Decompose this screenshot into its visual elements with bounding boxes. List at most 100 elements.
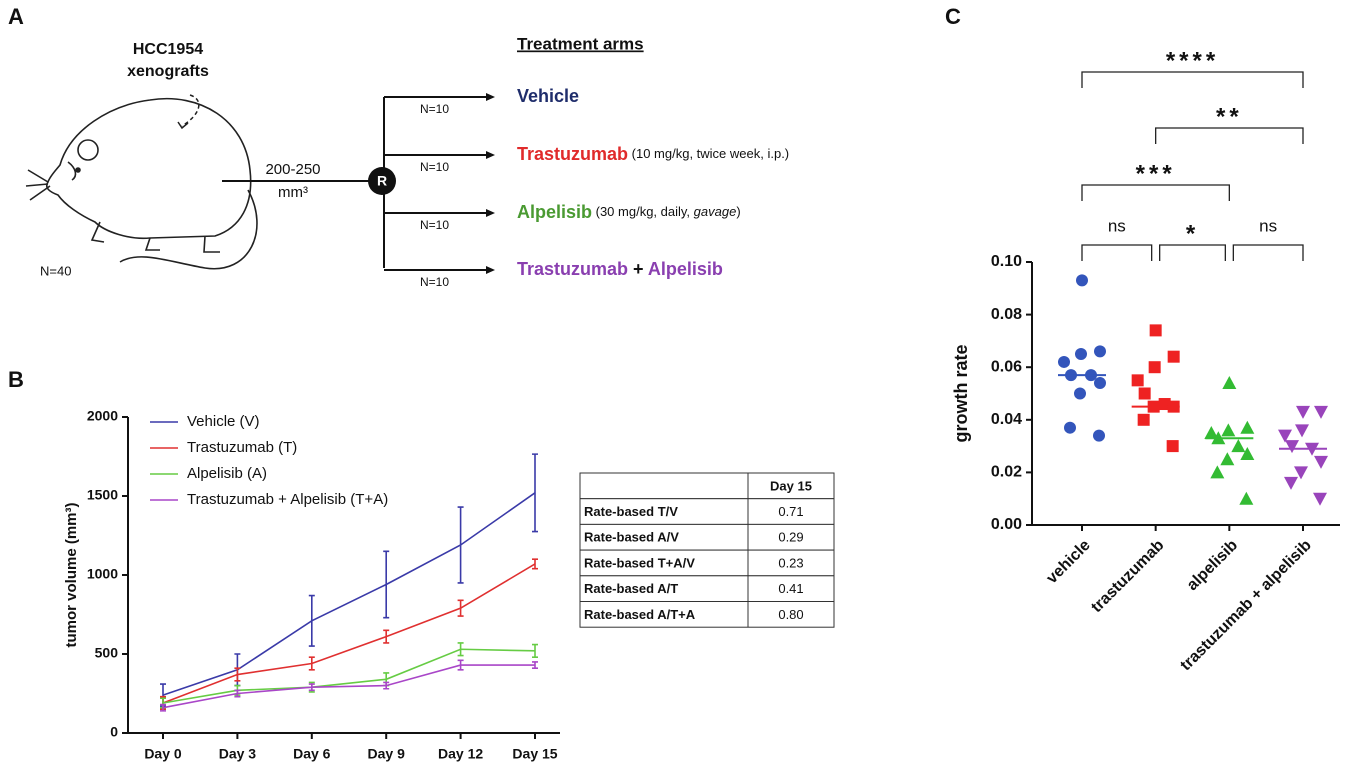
arm-label: Vehicle [517,86,579,106]
error-bar [160,703,166,712]
cell-value: Day 15 [770,478,812,493]
data-point [1313,492,1327,506]
error-bar [234,689,241,698]
arm-part: Alpelisib [517,202,592,222]
data-point [1131,374,1144,387]
x-tick-label: Day 15 [512,746,557,762]
legend-label: Vehicle (V) [187,413,260,430]
significance-label: ns [1259,216,1277,235]
arrow-head [486,151,495,159]
arrow-head [486,266,495,274]
data-point [1220,452,1235,466]
error-bar [383,629,390,644]
error-bar [308,683,315,692]
row-label: Rate-based A/V [584,530,679,545]
y-tick-label: 500 [95,645,119,661]
error-bar [457,506,464,584]
y-tick-label: 0.08 [991,306,1022,323]
y-tick-label: 0.00 [991,516,1022,533]
x-tick-label: Day 0 [144,746,182,762]
significance-bracket [1159,244,1226,261]
y-tick-label: 0.04 [991,411,1022,428]
error-bar [383,681,390,690]
significance-bracket [1081,244,1153,261]
model-label: xenografts [127,63,209,80]
y-axis-label: growth rate [951,344,971,442]
panel-label: B [8,367,24,392]
data-point [1093,429,1105,442]
cell-value: 0.71 [778,504,803,519]
error-bar [532,661,538,670]
data-point [1148,361,1161,374]
data-point [1239,491,1254,505]
arm-label: Trastuzumab (10 mg/kg, twice week, i.p.) [517,144,789,164]
significance-label: **** [1166,47,1219,74]
arrow-head [486,93,495,101]
error-bar [308,656,315,671]
data-point [1149,324,1162,337]
error-bar [457,642,464,657]
data-point [1314,405,1328,419]
significance-bracket [1232,244,1304,261]
cell-value: 0.80 [778,607,803,622]
error-bar [308,594,315,647]
row-label: Rate-based T+A/V [584,555,695,570]
y-tick-label: 0 [110,724,118,740]
y-tick-label: 1000 [87,566,118,582]
series-line [162,563,536,704]
error-bar [383,550,390,619]
data-point [1296,405,1310,419]
mice-count: N=40 [40,263,71,278]
data-point [1210,465,1225,479]
legend-label: Alpelisib (A) [187,465,267,482]
y-tick-label: 0.02 [991,464,1022,481]
arms: N=10 Vehicle N=10 Trastuzumab (10 mg/kg, tw… [384,86,789,289]
arm-part: Trastuzumab [517,259,628,279]
size-unit: mm³ [278,184,308,201]
legend-label: Trastuzumab + Alpelisib (T+A) [187,491,388,508]
panel-label: A [8,4,24,29]
data-point [1278,429,1292,443]
data-point [1231,439,1246,453]
error-bar [457,599,464,617]
data-point [1285,440,1299,454]
x-tick-label: Day 12 [438,746,483,762]
error-bar [457,659,464,671]
significance-bracket [1081,184,1230,201]
cell-value: 0.23 [778,555,803,570]
x-tick-label: trastuzumab + alpelisib [1177,537,1315,675]
significance-label: * [1186,220,1199,247]
data-point [1076,274,1088,287]
data-point [1314,455,1328,469]
y-tick-label: 0.06 [991,358,1022,375]
arm-part: (30 mg/kg, daily, [592,204,694,219]
x-tick-label: Day 6 [293,746,331,762]
randomize-node [368,167,396,195]
cell-value: 0.41 [778,581,803,596]
significance-bracket [1081,71,1304,88]
size-label: 200-250 [265,161,320,178]
data-point [1094,376,1106,389]
data-point [1167,350,1180,363]
x-tick-label: Day 9 [368,746,406,762]
chart-b: 0 500 1000 1500 2000 Day 0 Day 3 Day 6 Day 9 Day … [63,408,560,762]
data-point [1284,476,1298,490]
table-row [579,549,835,577]
error-bar [532,643,538,658]
data-point [1094,345,1106,358]
arm-n: N=10 [420,218,449,232]
randomize-label: R [377,173,387,189]
mouse-illustration [25,97,258,270]
arm-part: ) [736,204,740,219]
arrow-head [177,121,189,130]
legend-label: Trastuzumab (T) [187,439,297,456]
data-point [1058,355,1070,368]
y-tick-label: 2000 [87,408,118,424]
data-point [1074,387,1086,400]
significance-bracket [1155,127,1304,144]
row-label: Rate-based A/T+A [584,607,696,622]
x-tick-label: trastuzumab [1088,537,1167,616]
y-tick-label: 1500 [87,487,118,503]
arm-part: Vehicle [517,86,579,106]
